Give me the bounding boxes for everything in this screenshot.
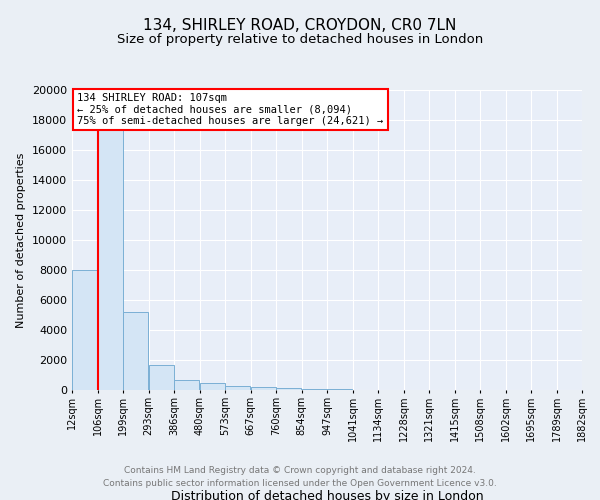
Bar <box>72 270 97 390</box>
X-axis label: Distribution of detached houses by size in London: Distribution of detached houses by size … <box>170 490 484 500</box>
Bar <box>200 383 225 390</box>
Bar <box>149 364 174 390</box>
Bar <box>302 389 327 390</box>
Bar <box>251 387 276 390</box>
Bar <box>174 380 199 390</box>
Text: 134 SHIRLEY ROAD: 107sqm
← 25% of detached houses are smaller (8,094)
75% of sem: 134 SHIRLEY ROAD: 107sqm ← 25% of detach… <box>77 93 383 126</box>
Bar <box>276 388 301 390</box>
Text: Size of property relative to detached houses in London: Size of property relative to detached ho… <box>117 32 483 46</box>
Text: 134, SHIRLEY ROAD, CROYDON, CR0 7LN: 134, SHIRLEY ROAD, CROYDON, CR0 7LN <box>143 18 457 32</box>
Bar <box>123 312 148 390</box>
Y-axis label: Number of detached properties: Number of detached properties <box>16 152 26 328</box>
Text: Contains HM Land Registry data © Crown copyright and database right 2024.
Contai: Contains HM Land Registry data © Crown c… <box>103 466 497 487</box>
Bar <box>225 386 250 390</box>
Bar <box>98 112 123 390</box>
